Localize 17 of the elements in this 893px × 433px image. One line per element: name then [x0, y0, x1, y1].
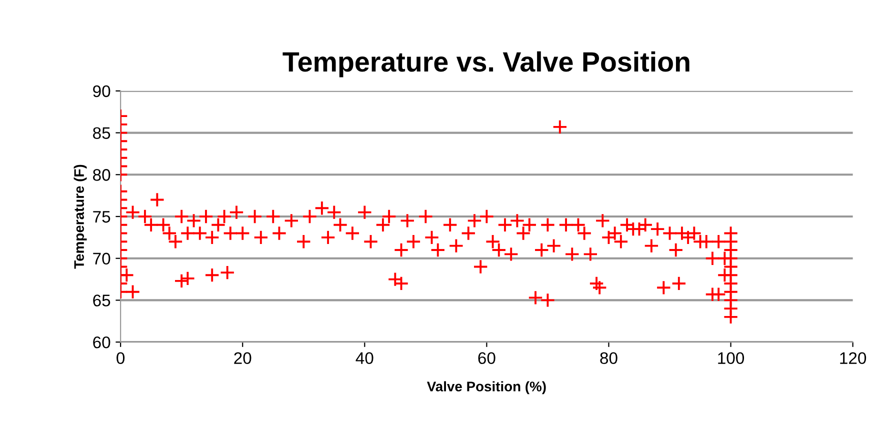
y-tick-label: 80 — [93, 169, 110, 181]
chart-title: Temperature vs. Valve Position — [282, 51, 690, 78]
x-tick-label: 60 — [478, 352, 496, 364]
x-tick-label: 0 — [116, 352, 125, 364]
x-tick-label: 100 — [718, 352, 744, 364]
x-tick-label: 20 — [234, 352, 252, 364]
y-tick-label: 85 — [93, 127, 110, 139]
y-tick-label: 65 — [93, 294, 110, 306]
x-axis-title: Valve Position (%) — [426, 381, 546, 394]
y-tick-label: 60 — [93, 336, 110, 348]
x-tick-label: 40 — [356, 352, 374, 364]
y-tick-label: 70 — [93, 252, 110, 265]
x-tick-label: 80 — [600, 352, 618, 364]
y-axis-title: Temperature (F) — [74, 164, 87, 269]
y-tick-label: 75 — [93, 211, 110, 223]
x-tick-label: 120 — [840, 352, 866, 364]
y-tick-label: 90 — [93, 85, 110, 98]
